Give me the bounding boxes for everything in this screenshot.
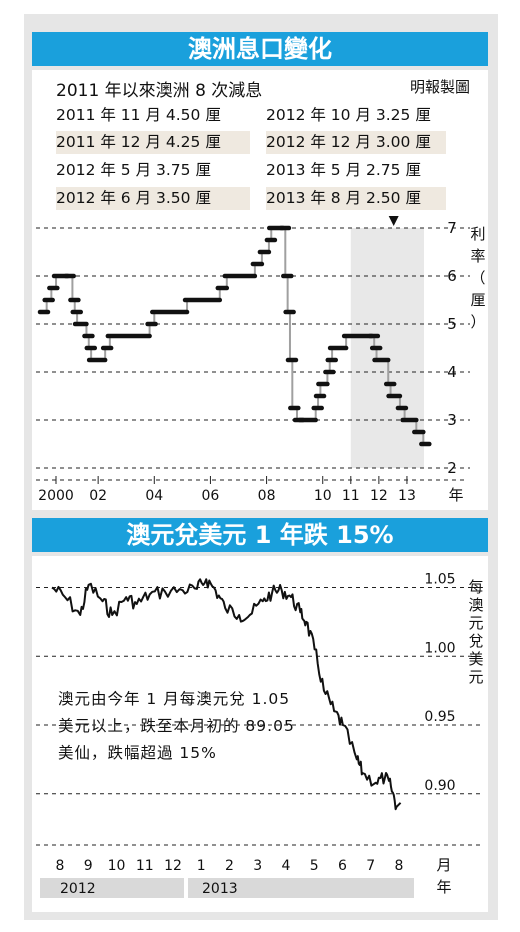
rate-y-axis-label: 率 — [470, 247, 485, 265]
fx-y-tick-label: 1.00 — [424, 640, 455, 656]
fx-x-tick-label: 4 — [282, 858, 291, 874]
rate-cell-r3c1: 2013 年 8 月 2.50 厘 — [266, 187, 446, 210]
fx-x-tick-label: 11 — [136, 858, 154, 874]
highlight-band — [350, 228, 424, 468]
fx-x-tick-label: 5 — [310, 858, 319, 874]
rate-y-axis-label: ） — [470, 313, 485, 331]
fx-line — [51, 578, 402, 811]
fx-x-tick-label: 7 — [366, 858, 375, 874]
fx-x-axis-label: 年 — [436, 878, 451, 896]
rate-x-axis-label: 年 — [448, 486, 463, 504]
rate-x-tick-label: 04 — [145, 488, 163, 504]
title-1: 澳洲息口變化 — [32, 32, 488, 66]
rate-x-tick-label: 12 — [370, 488, 388, 504]
fx-x-tick-label: 12 — [164, 858, 182, 874]
fx-x-tick-label: 8 — [395, 858, 404, 874]
fx-y-axis-label: 兌 — [468, 632, 483, 650]
rate-y-axis-label: 厘 — [470, 291, 485, 309]
fx-x-tick-label: 10 — [108, 858, 126, 874]
fx-year-label: 2012 — [60, 881, 96, 897]
rate-y-axis-label: （ — [470, 269, 485, 287]
rate-x-tick-label: 02 — [89, 488, 107, 504]
highlight-arrow — [388, 216, 399, 226]
year-band-2013 — [188, 878, 414, 898]
rate-x-tick-label: 13 — [398, 488, 416, 504]
rate-cell-r2c0: 2012 年 5 月 3.75 厘 — [56, 161, 211, 179]
rate-x-tick-label: 08 — [258, 488, 276, 504]
rate-x-tick-label: 2000 — [38, 488, 74, 504]
fx-x-axis-label: 月 — [436, 856, 451, 874]
fx-x-tick-label: 8 — [56, 858, 65, 874]
rate-y-tick-label: 4 — [447, 363, 457, 381]
rate-cell-r0c0: 2011 年 11 月 4.50 厘 — [56, 106, 221, 124]
fx-x-tick-label: 6 — [338, 858, 347, 874]
rate-x-tick-label: 11 — [342, 488, 360, 504]
subtitle-1: 2011 年以來澳洲 8 次減息 — [56, 81, 263, 101]
fx-y-axis-label: 元 — [468, 668, 483, 686]
fx-x-tick-label: 3 — [253, 858, 262, 874]
fx-y-tick-label: 0.90 — [424, 778, 455, 794]
credit-label: 明報製圖 — [410, 78, 471, 96]
rate-y-tick-label: 6 — [447, 267, 457, 285]
rate-x-tick-label: 10 — [314, 488, 332, 504]
rate-cell-r2c1: 2013 年 5 月 2.75 厘 — [266, 161, 421, 179]
title-2: 澳元兌美元 1 年跌 15% — [32, 518, 488, 552]
rate-y-axis-label: 利 — [470, 225, 485, 243]
rate-cell-r1c1: 2012 年 12 月 3.00 厘 — [266, 131, 446, 154]
rate-cell-r3c0: 2012 年 6 月 3.50 厘 — [56, 187, 250, 210]
fx-y-tick-label: 0.95 — [424, 709, 455, 725]
fx-y-tick-label: 1.05 — [424, 572, 455, 588]
rate-x-tick-label: 06 — [202, 488, 220, 504]
rate-cell-r0c1: 2012 年 10 月 3.25 厘 — [266, 106, 431, 124]
rate-y-tick-label: 5 — [447, 315, 457, 333]
fx-year-label: 2013 — [202, 881, 238, 897]
year-band-2012 — [40, 878, 184, 898]
fx-x-tick-label: 9 — [84, 858, 93, 874]
rate-cell-r1c0: 2011 年 12 月 4.25 厘 — [56, 131, 250, 154]
fx-x-tick-label: 2 — [225, 858, 234, 874]
fx-y-axis-label: 美 — [468, 650, 483, 668]
rate-y-tick-label: 7 — [447, 219, 457, 237]
fx-x-tick-label: 1 — [197, 858, 206, 874]
fx-y-axis-label: 每 — [468, 578, 483, 596]
fx-y-axis-label: 澳 — [468, 596, 483, 614]
rate-y-tick-label: 3 — [447, 411, 457, 429]
annotation-note: 澳元由今年 1 月每澳元兌 1.05 美元以上，跌至本月初的 89.05 美仙，… — [58, 690, 295, 762]
rate-y-tick-label: 2 — [447, 459, 457, 477]
fx-y-axis-label: 元 — [468, 614, 483, 632]
